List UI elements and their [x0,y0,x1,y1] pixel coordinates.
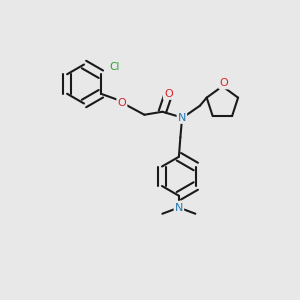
Text: N: N [178,113,186,123]
Text: O: O [164,89,173,99]
Text: O: O [220,78,228,88]
Text: O: O [118,98,126,108]
Text: Cl: Cl [109,62,120,72]
Text: N: N [175,203,183,213]
